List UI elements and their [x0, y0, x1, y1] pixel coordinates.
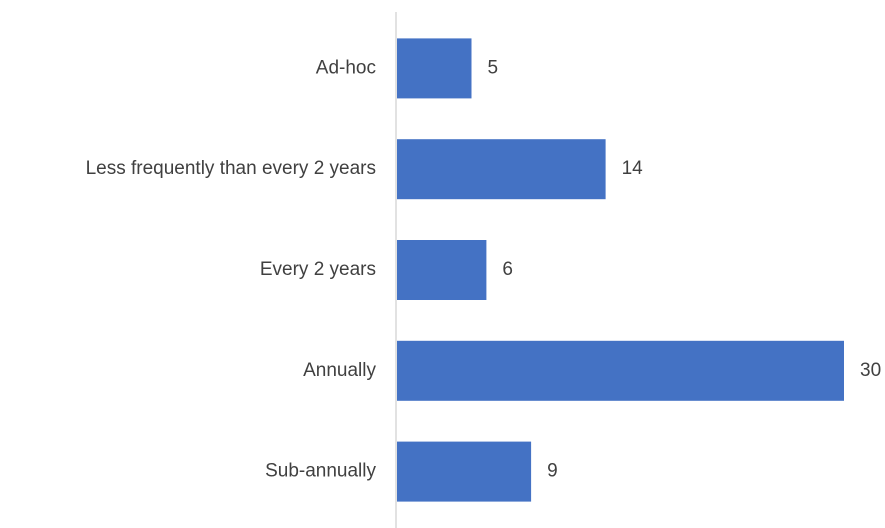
value-label-less-frequently-than-every-2-years: 14	[622, 158, 644, 179]
value-label-annually: 30	[860, 360, 881, 381]
category-label-less-frequently-than-every-2-years: Less frequently than every 2 years	[86, 158, 376, 179]
bar-ad-hoc	[397, 38, 472, 99]
bar-less-frequently-than-every-2-years	[397, 139, 606, 200]
value-labels-group: 5 14 6 30 9	[488, 57, 882, 481]
category-label-annually: Annually	[303, 360, 376, 381]
category-label-sub-annually: Sub-annually	[265, 461, 376, 482]
value-label-every-2-years: 6	[502, 259, 513, 280]
value-label-ad-hoc: 5	[488, 57, 499, 78]
bars-group	[397, 38, 844, 502]
bar-sub-annually	[397, 441, 532, 502]
bar-annually	[397, 340, 844, 401]
bar-every-2-years	[397, 240, 487, 300]
category-label-every-2-years: Every 2 years	[260, 259, 376, 280]
category-label-ad-hoc: Ad-hoc	[316, 57, 376, 78]
value-label-sub-annually: 9	[547, 461, 558, 482]
category-labels-group: Ad-hoc Less frequently than every 2 years…	[86, 57, 377, 481]
